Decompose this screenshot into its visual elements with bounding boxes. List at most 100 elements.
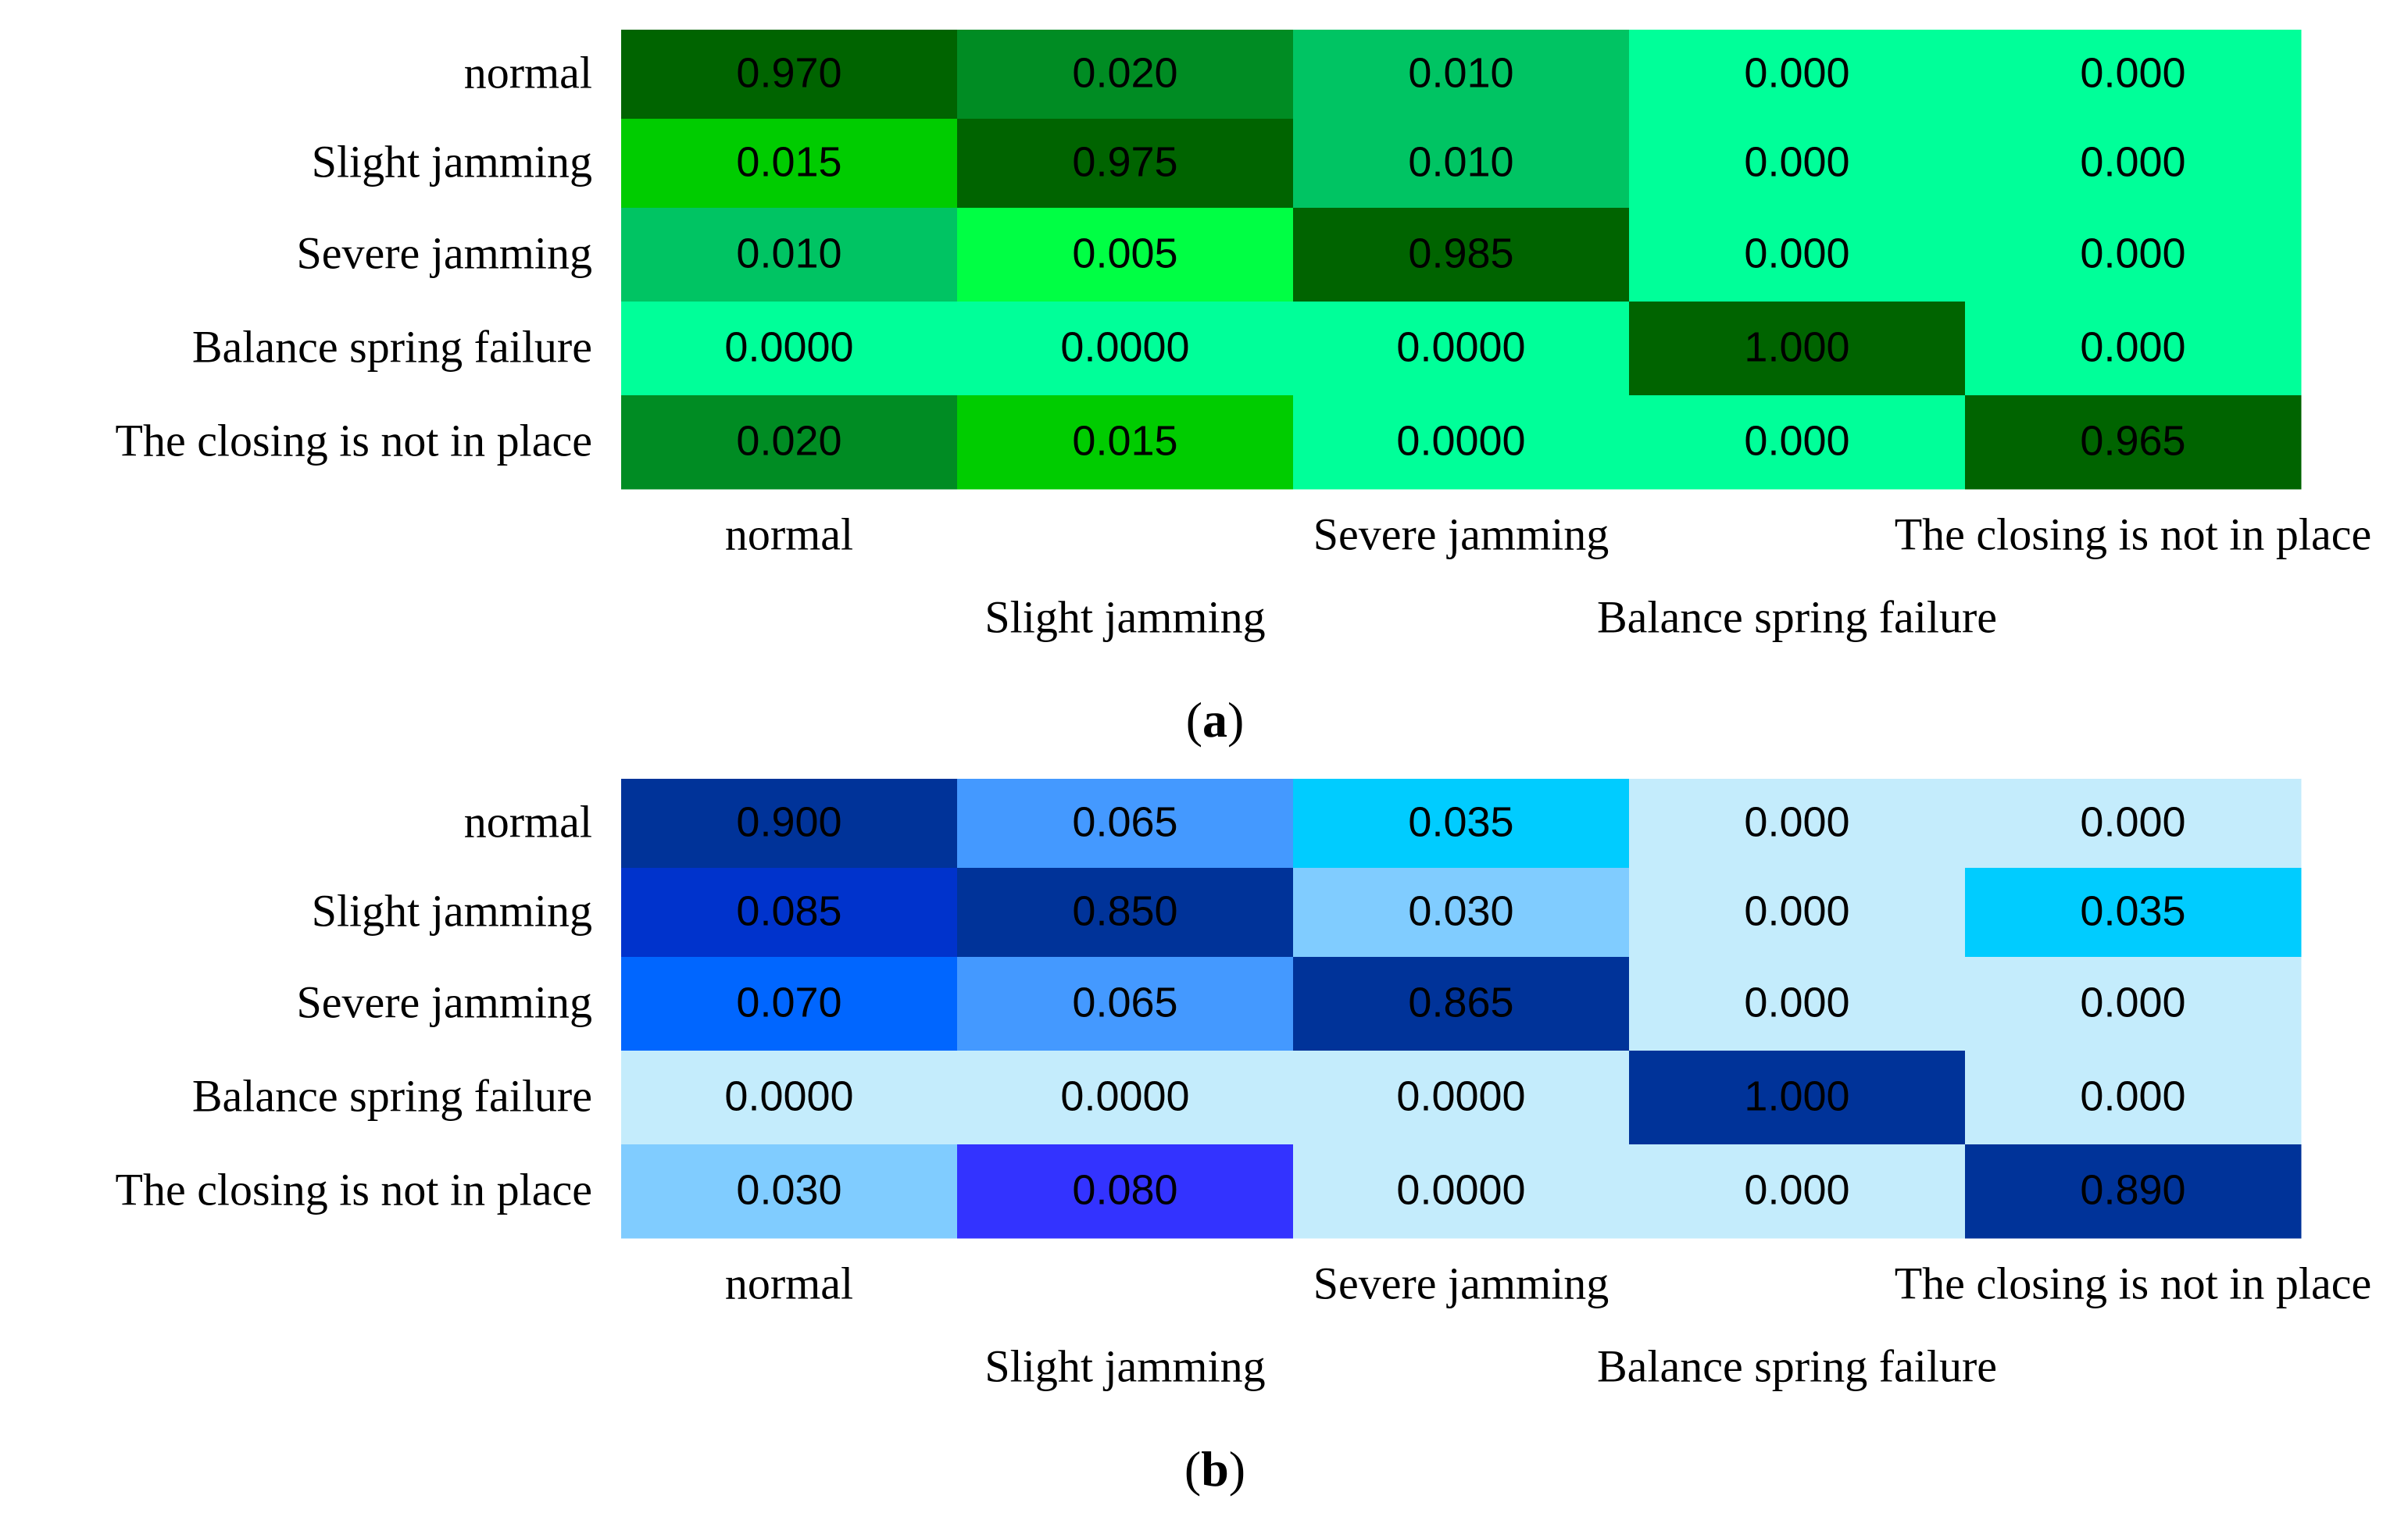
heatmap-cell: [1965, 119, 2302, 209]
heatmap-cell: [957, 30, 1294, 120]
heatmap-cell: [1293, 1144, 1630, 1239]
heatmap-cell: [1293, 302, 1630, 396]
cell-value-label: 0.020: [736, 417, 841, 464]
heatmap-cell: [1629, 395, 1966, 490]
column-label: Balance spring failure: [1597, 1340, 1997, 1391]
heatmap-cell: [1965, 957, 2302, 1051]
panel-caption: (a): [1186, 692, 1245, 748]
heatmap-cell: [1629, 1051, 1966, 1145]
cell-value-label: 0.970: [736, 49, 841, 96]
cell-value-label: 0.0000: [1060, 1073, 1189, 1119]
heatmap-cell: [1293, 395, 1630, 490]
column-label: normal: [725, 1258, 853, 1308]
row-label: Severe jamming: [296, 227, 592, 278]
row-label: normal: [464, 796, 592, 847]
heatmap-cell: [621, 868, 958, 958]
cell-value-label: 0.020: [1072, 49, 1177, 96]
cell-value-label: 1.000: [1744, 1073, 1849, 1119]
heatmap-cell: [1293, 119, 1630, 209]
heatmap-cell: [621, 395, 958, 490]
row-label: Balance spring failure: [192, 1070, 592, 1121]
heatmap-cell: [1629, 208, 1966, 302]
cell-value-label: 0.000: [1744, 49, 1849, 96]
panel-caption: (b): [1184, 1441, 1245, 1497]
heatmap-cell: [957, 302, 1294, 396]
cell-value-label: 0.000: [1744, 887, 1849, 934]
heatmap-cell: [621, 1144, 958, 1239]
cell-value-label: 0.070: [736, 979, 841, 1026]
cell-value-label: 0.000: [1744, 230, 1849, 277]
heatmap-cell: [957, 395, 1294, 490]
heatmap-cell: [621, 30, 958, 120]
cell-value-label: 0.030: [736, 1166, 841, 1213]
cell-value-label: 0.010: [736, 230, 841, 277]
cell-value-label: 0.0000: [1396, 1073, 1525, 1119]
heatmap-cell: [1965, 1144, 2302, 1239]
heatmap-cell: [957, 779, 1294, 869]
cell-value-label: 0.0000: [1396, 417, 1525, 464]
cell-value-label: 0.000: [2080, 49, 2185, 96]
heatmap-cell: [1965, 302, 2302, 396]
heatmap-cell: [621, 779, 958, 869]
heatmap-cell: [1629, 1144, 1966, 1239]
column-label: The closing is not in place: [1895, 1258, 2371, 1308]
cell-value-label: 0.065: [1072, 798, 1177, 845]
heatmap-cell: [1965, 395, 2302, 490]
cell-value-label: 0.000: [2080, 979, 2185, 1026]
cell-value-label: 0.085: [736, 887, 841, 934]
cell-value-label: 0.000: [2080, 1073, 2185, 1119]
column-label: Severe jamming: [1313, 509, 1610, 559]
heatmap-cell: [1629, 957, 1966, 1051]
cell-value-label: 0.080: [1072, 1166, 1177, 1213]
cell-value-label: 0.065: [1072, 979, 1177, 1026]
cell-value-label: 0.0000: [1396, 1166, 1525, 1213]
heatmap-cell: [1293, 957, 1630, 1051]
cell-value-label: 0.000: [1744, 1166, 1849, 1213]
heatmap-cell: [1293, 1051, 1630, 1145]
row-label: normal: [464, 47, 592, 98]
heatmap-cell: [1293, 779, 1630, 869]
heatmap-cell: [621, 119, 958, 209]
cell-value-label: 0.015: [1072, 417, 1177, 464]
cell-value-label: 0.900: [736, 798, 841, 845]
heatmap-cell: [957, 119, 1294, 209]
heatmap-cell: [1629, 302, 1966, 396]
cell-value-label: 0.010: [1408, 49, 1513, 96]
row-label: Slight jamming: [312, 885, 592, 936]
cell-value-label: 0.000: [2080, 138, 2185, 185]
heatmap-panel-a: 0.970 0.020 0.010 0.000 0.000 0.015 0.975 0.010…: [116, 30, 2371, 748]
heatmap-cell: [621, 957, 958, 1051]
heatmap-cell: [1965, 868, 2302, 958]
heatmap-cell: [621, 208, 958, 302]
heatmap-cell: [1293, 868, 1630, 958]
cell-value-label: 0.890: [2080, 1166, 2185, 1213]
heatmap-cell: [1629, 779, 1966, 869]
heatmap-cell: [957, 1144, 1294, 1239]
cell-value-label: 0.975: [1072, 138, 1177, 185]
cell-value-label: 0.000: [1744, 979, 1849, 1026]
cell-value-label: 0.035: [1408, 798, 1513, 845]
column-label: The closing is not in place: [1895, 509, 2371, 559]
cell-value-label: 0.000: [2080, 230, 2185, 277]
cell-value-label: 0.0000: [724, 1073, 853, 1119]
cell-value-label: 0.030: [1408, 887, 1513, 934]
cell-value-label: 0.035: [2080, 887, 2185, 934]
row-label: Severe jamming: [296, 976, 592, 1027]
row-label: The closing is not in place: [116, 1164, 592, 1215]
cell-value-label: 0.010: [1408, 138, 1513, 185]
heatmap-cell: [1965, 779, 2302, 869]
cell-value-label: 0.965: [2080, 417, 2185, 464]
cell-value-label: 1.000: [1744, 323, 1849, 370]
heatmap-cell: [1293, 208, 1630, 302]
column-label: Slight jamming: [984, 1340, 1265, 1391]
cell-value-label: 0.865: [1408, 979, 1513, 1026]
heatmap-cell: [1629, 119, 1966, 209]
heatmap-cell: [957, 868, 1294, 958]
heatmap-cell: [1629, 30, 1966, 120]
column-label: Balance spring failure: [1597, 591, 1997, 642]
heatmap-cell: [957, 208, 1294, 302]
cell-value-label: 0.000: [1744, 138, 1849, 185]
column-label: Severe jamming: [1313, 1258, 1610, 1308]
cell-value-label: 0.0000: [1396, 323, 1525, 370]
